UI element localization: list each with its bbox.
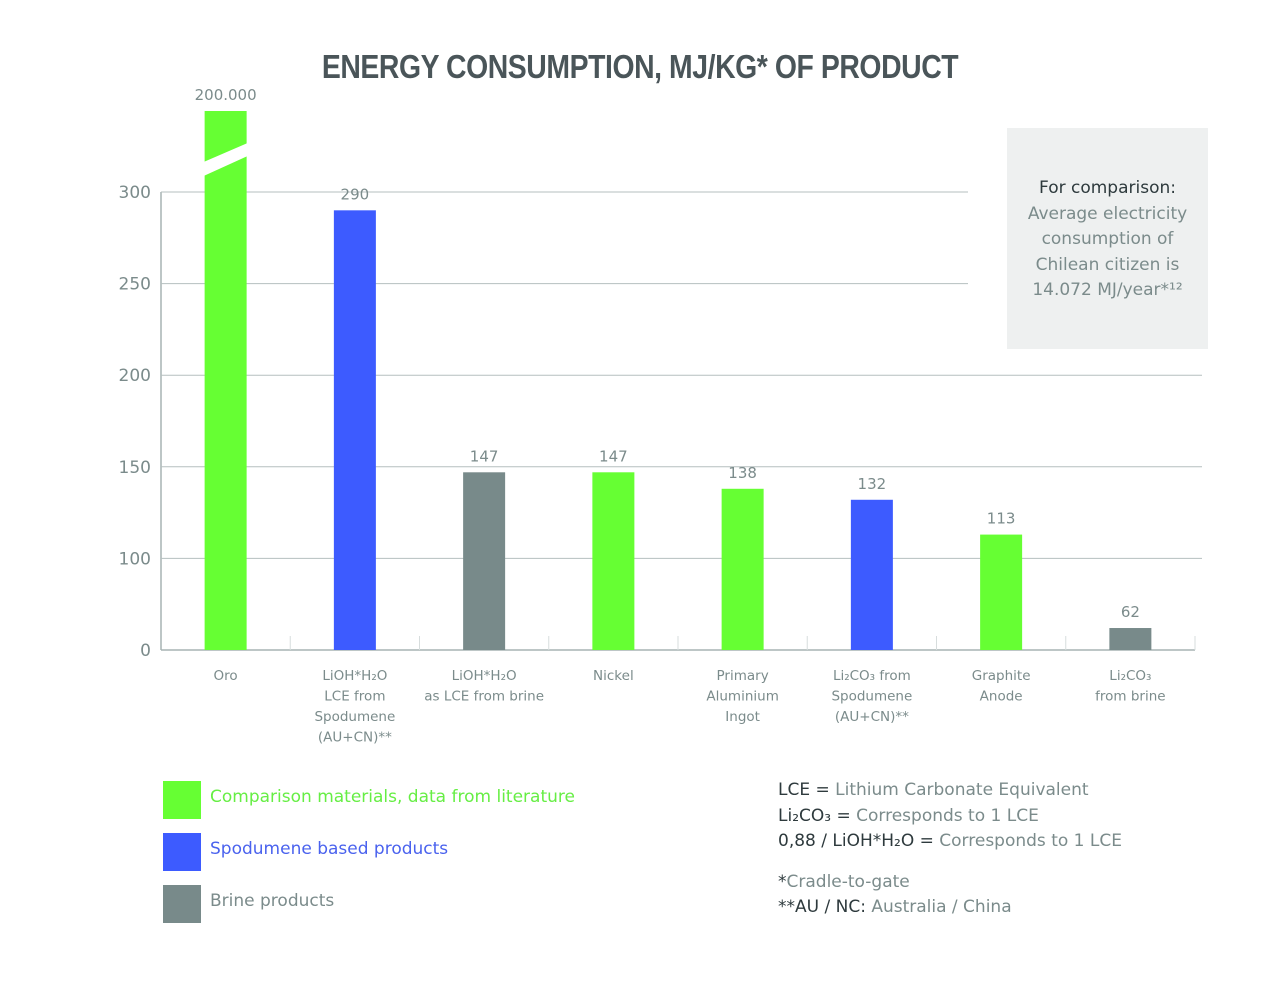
axis-break-mark	[203, 143, 248, 176]
data-label: 113	[987, 510, 1016, 528]
bar	[1109, 628, 1152, 650]
y-tick-label: 300	[119, 183, 151, 203]
data-label: 138	[728, 464, 757, 482]
note-line: Chilean citizen is	[1035, 254, 1180, 275]
note-line: 14.072 MJ/year*¹²	[1032, 280, 1183, 300]
footnote-cradle: *Cradle-to-gate	[778, 871, 910, 892]
y-tick-label: 250	[119, 275, 151, 295]
data-label: 147	[470, 447, 499, 465]
x-tick-label: Primary Aluminium Ingot	[706, 668, 778, 725]
x-tick-label: LiOH*H₂O LCE from Spodumene (AU+CN)**	[314, 668, 395, 746]
legend-swatch-brine	[163, 885, 201, 923]
y-tick-label: 100	[119, 549, 151, 569]
legend-label-comparison: Comparison materials, data from literatu…	[210, 787, 575, 807]
bar	[980, 534, 1023, 650]
note-heading: For comparison:	[1039, 178, 1176, 198]
x-tick-label: Li₂CO₃ from brine	[1095, 668, 1165, 705]
x-tick-label: Li₂CO₃ from Spodumene (AU+CN)**	[831, 668, 912, 725]
legend-label-brine: Brine products	[210, 891, 335, 911]
data-label: 290	[341, 185, 370, 203]
bar	[850, 499, 893, 650]
bar	[333, 210, 376, 650]
definition-li2co3: Li₂CO₃ = Corresponds to 1 LCE	[778, 805, 1039, 826]
chart-title: ENERGY CONSUMPTION, MJ/KG* OF PRODUCT	[321, 48, 959, 85]
bar	[721, 488, 764, 650]
comparison-note-box: For comparison: Average electricity cons…	[1007, 128, 1208, 349]
bar	[592, 472, 635, 650]
data-label: 132	[858, 475, 887, 493]
y-tick-label: 0	[140, 641, 151, 661]
legend-label-spodumene: Spodumene based products	[210, 839, 449, 859]
x-tick-label: Oro	[214, 668, 238, 684]
note-line: Average electricity	[1027, 203, 1188, 224]
definitions-block: LCE = Lithium Carbonate Equivalent Li₂CO…	[778, 778, 1122, 921]
legend-swatch-comparison	[163, 781, 201, 819]
data-label: 200.000	[195, 86, 257, 104]
bar	[463, 472, 506, 650]
bar	[204, 111, 247, 650]
footnote-regions: **AU / NC: Australia / China	[778, 897, 1012, 917]
y-tick-label: 150	[119, 458, 151, 478]
data-label: 147	[599, 447, 628, 465]
note-line: consumption of	[1041, 229, 1174, 249]
x-tick-label: Nickel	[593, 668, 634, 684]
x-tick-label: LiOH*H₂O as LCE from brine	[424, 668, 544, 705]
x-tick-label: Graphite Anode	[972, 668, 1031, 705]
data-label: 62	[1121, 603, 1140, 621]
definition-lce: LCE = Lithium Carbonate Equivalent	[778, 780, 1089, 800]
definition-lioh: 0,88 / LiOH*H₂O = Corresponds to 1 LCE	[778, 831, 1122, 851]
y-tick-label: 200	[119, 366, 151, 386]
legend-swatch-spodumene	[163, 833, 201, 871]
